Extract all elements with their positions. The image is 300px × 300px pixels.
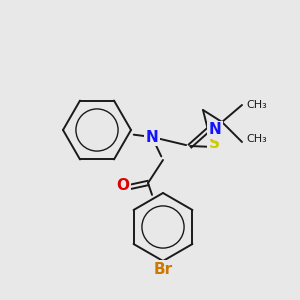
Text: O: O <box>116 178 130 194</box>
Text: S: S <box>208 136 220 152</box>
Text: Br: Br <box>153 262 172 277</box>
Text: N: N <box>146 130 158 145</box>
Text: CH₃: CH₃ <box>246 134 267 144</box>
Text: CH₃: CH₃ <box>246 100 267 110</box>
Text: N: N <box>208 122 221 137</box>
